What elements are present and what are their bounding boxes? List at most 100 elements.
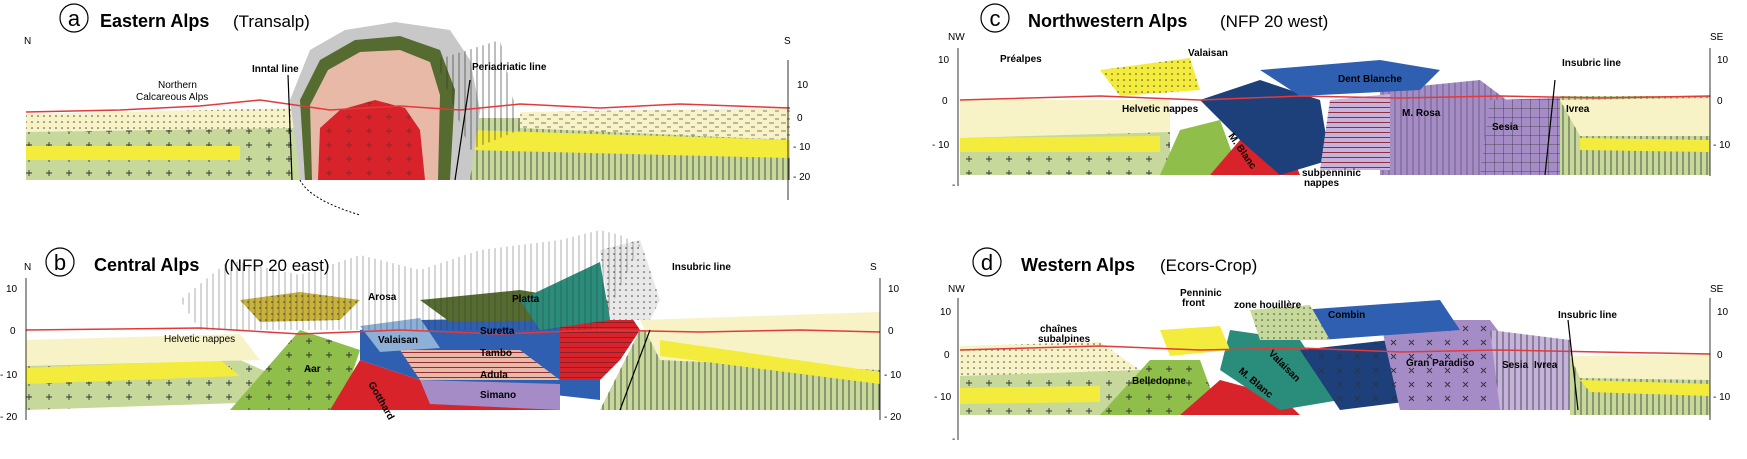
panel-b-label-arosa: Arosa <box>368 292 397 303</box>
panel-d-letter: d <box>981 250 993 275</box>
panel-d-label-combin: Combin <box>1328 310 1365 321</box>
panel-d-label-gran-paradiso: Gran Paradiso <box>1406 358 1474 369</box>
panel-a-yellow-layer-south <box>470 130 790 158</box>
panel-b-dir-left: N <box>24 262 31 273</box>
panel-c-pale-layer-south <box>1560 98 1710 136</box>
panel-b-label-platta: Platta <box>512 294 540 305</box>
panel-a-label-northern: Northern <box>158 80 197 91</box>
panel-c-topography-line <box>959 95 1711 101</box>
panel-a-sediment-dots <box>26 108 300 132</box>
panel-d-left-tick-0: 0 <box>944 350 950 361</box>
panel-a-red-pattern <box>318 100 425 180</box>
panel-a-dir-right: S <box>784 36 791 47</box>
panel-a-periadriatic-fault <box>454 79 471 181</box>
panel-c-label-valaisan: Valaisan <box>1188 48 1228 59</box>
panel-d-subtitle: (Ecors-Crop) <box>1160 256 1257 275</box>
panel-a-letter-badge: a <box>59 3 89 33</box>
panel-a-tick-m20: - 20 <box>793 172 811 183</box>
panel-d-label-penninic: Penninic <box>1180 288 1222 299</box>
panel-b-left-tick-0: 0 <box>10 326 16 337</box>
panel-b-central-alps: b Central Alps (NFP 20 east) N S Arosa <box>0 230 902 423</box>
panel-d-right-tick-0: 0 <box>1717 350 1723 361</box>
panel-b-label-tambo: Tambo <box>480 348 512 359</box>
panel-a-periadriatic-hatch <box>436 40 520 150</box>
panel-d-left-tick-m10: - 10 <box>934 392 952 403</box>
panel-b-topography-line <box>25 327 881 335</box>
panel-d-insubric-fault <box>1567 319 1579 411</box>
panel-c-yellow-layer-north <box>960 136 1160 152</box>
panel-a-label-calcareous-alps: Calcareous Alps <box>136 92 208 103</box>
panel-d-pale-layer-south <box>1570 354 1710 380</box>
panel-b-right-tick-10: 10 <box>888 284 900 295</box>
panel-d-teal-unit <box>1220 330 1340 410</box>
panel-a-label-inntal: Inntal line <box>252 64 299 75</box>
panel-d-topography-line <box>959 345 1711 355</box>
panel-c-insubric-fault <box>1544 79 1556 176</box>
panel-b-left-tick-10: 10 <box>6 284 18 295</box>
panel-d-label-subalpines: subalpines <box>1038 334 1091 345</box>
panel-b-label-helvetic: Helvetic nappes <box>164 334 235 345</box>
panel-d-western-alps: d Western Alps (Ecors-Crop) NW SE Pennin… <box>934 247 1731 445</box>
panel-d-belledonne-pattern <box>1100 360 1220 415</box>
panel-b-yellow-layer-south <box>660 340 880 384</box>
panel-c-valaisan-dots <box>1100 58 1200 96</box>
panel-b-label-suretta: Suretta <box>480 326 515 337</box>
panel-c-label-subpenninic-nappes: nappes <box>1304 178 1339 189</box>
panel-c-label-dent-blanche: Dent Blanche <box>1338 74 1402 85</box>
panel-a-tick-0: 0 <box>797 113 803 124</box>
panel-d-right-tick-m10: - 10 <box>1713 392 1731 403</box>
panel-b-insubric-fault <box>619 329 651 411</box>
panel-c-left-tick-10: 10 <box>938 55 950 66</box>
panel-d-dir-left: NW <box>948 284 965 295</box>
panel-a-label-periadriatic: Periadriatic line <box>472 62 547 73</box>
panel-d-label-sesia: Sesia <box>1502 360 1529 371</box>
panel-a-dash-pattern-south <box>520 108 790 140</box>
panel-c-dent-blanche <box>1260 60 1440 96</box>
panel-d-zone-houillere-dots <box>1250 305 1330 340</box>
panel-b-title: Central Alps <box>94 255 199 275</box>
panel-b-label-aar: Aar <box>304 364 321 375</box>
panel-c-label-helvetic: Helvetic nappes <box>1122 104 1199 115</box>
panel-b-left-tick-m20: - 20 <box>0 412 18 423</box>
panel-d-label-belledonne: Belledonne <box>1132 376 1186 387</box>
panel-a-inntal-fault <box>287 74 293 181</box>
panel-c-northwestern-alps: c Northwestern Alps (NFP 20 west) NW SE … <box>932 3 1731 191</box>
panel-c-lavender-pattern <box>1320 94 1390 170</box>
panel-c-subtitle: (NFP 20 west) <box>1220 12 1328 31</box>
panel-d-left-tick-dash: - <box>952 434 955 445</box>
panel-c-left-tick-0: 0 <box>942 96 948 107</box>
panel-c-bright-green-massif <box>1160 120 1240 175</box>
panel-b-yellow-layer-north <box>26 360 240 384</box>
panel-c-label-sesia: Sesia <box>1492 122 1519 133</box>
panel-b-label-valaisan: Valaisan <box>378 335 418 346</box>
panel-b-right-tick-0: 0 <box>888 326 894 337</box>
panel-a-tick-10: 10 <box>797 80 809 91</box>
panel-b-label-adula: Adula <box>480 370 508 381</box>
panel-b-dir-right: S <box>870 262 877 273</box>
panel-b-label-simano: Simano <box>480 390 516 401</box>
panel-a-tick-m10: - 10 <box>793 142 811 153</box>
panel-a-eastern-alps: a Eastern Alps (Transalp) N S Inntal lin… <box>24 3 811 216</box>
panel-c-sesia-pattern <box>1480 98 1570 175</box>
panel-c-right-tick-10: 10 <box>1717 55 1729 66</box>
panel-d-letter-badge: d <box>972 247 1002 277</box>
panel-d-left-tick-10: 10 <box>940 307 952 318</box>
panel-d-right-tick-10: 10 <box>1717 307 1729 318</box>
panel-c-dir-left: NW <box>948 32 965 43</box>
panel-d-label-front: front <box>1182 298 1205 309</box>
panel-b-simano-unit <box>420 380 560 410</box>
panel-d-gran-paradiso-pattern <box>1380 320 1520 410</box>
panel-b-right-tick-m20: - 20 <box>884 412 902 423</box>
panel-d-combin <box>1300 300 1460 340</box>
panel-b-letter-badge: b <box>45 247 75 277</box>
panel-b-letter: b <box>54 250 66 275</box>
panel-c-label-prealpes: Préalpes <box>1000 54 1042 65</box>
panel-c-label-ivrea: Ivrea <box>1566 104 1590 115</box>
panel-b-label-insubric: Insubric line <box>672 262 731 273</box>
panel-b-adula-pattern <box>400 350 560 380</box>
panel-c-label-insubric: Insubric line <box>1562 58 1621 69</box>
panel-d-yellow-layer-south <box>1580 380 1710 396</box>
panel-c-title: Northwestern Alps <box>1028 11 1187 31</box>
panel-d-label-ivrea: Ivrea <box>1534 360 1558 371</box>
panel-c-letter: c <box>990 6 1001 31</box>
